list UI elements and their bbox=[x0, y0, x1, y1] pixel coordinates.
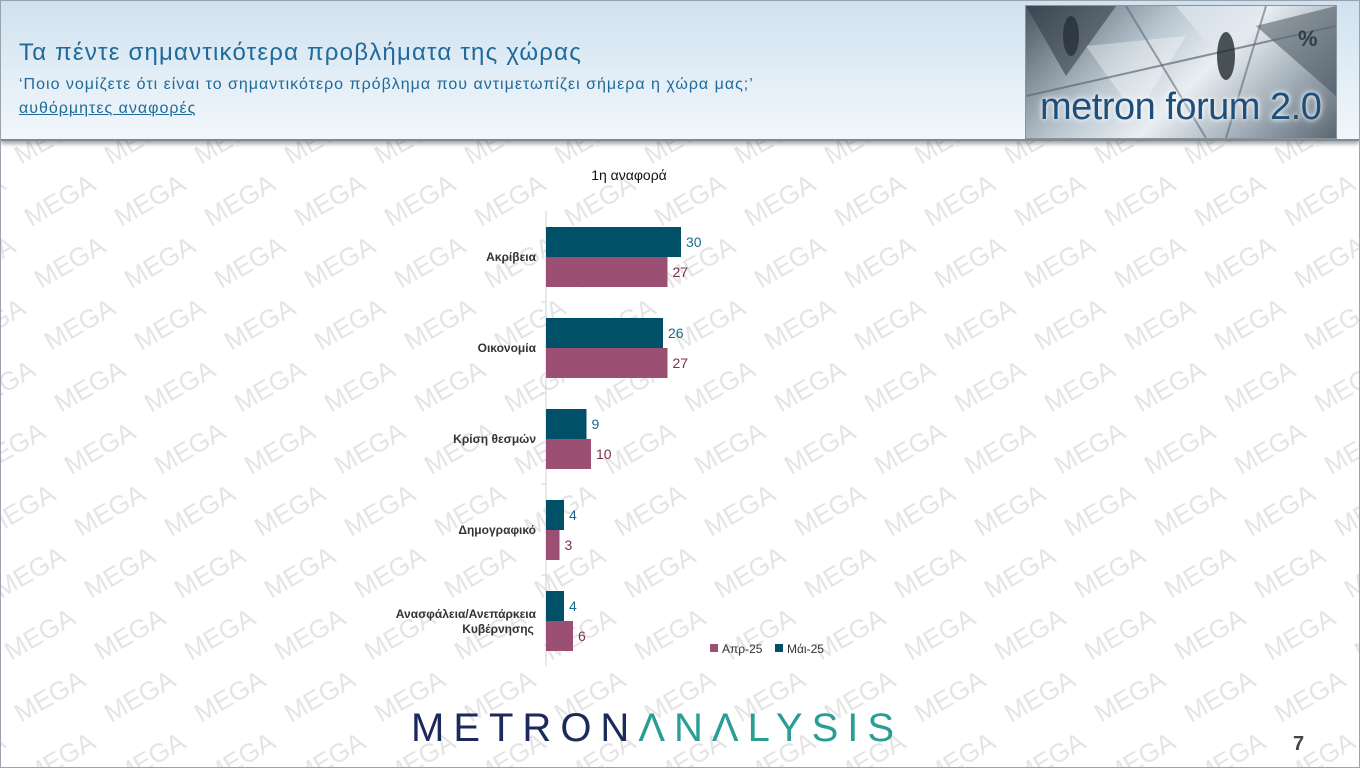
bar-apr-25 bbox=[546, 621, 573, 651]
brand-part-1: METRON bbox=[411, 706, 639, 750]
logo-background-photo bbox=[1026, 6, 1336, 138]
page-title: Τα πέντε σημαντικότερα προβλήματα της χώ… bbox=[19, 39, 582, 66]
watermark-text: MEGA bbox=[289, 726, 371, 767]
bar-mai-25 bbox=[546, 500, 564, 530]
data-label: 9 bbox=[592, 416, 600, 432]
category-label: Ανασφάλεια/Ανεπάρκεια Κυβέρνησης bbox=[396, 607, 537, 636]
bar-chart: 1η αναφορά Ακρίβεια 30 27 Οικονομία 26 27 Κρίση… bbox=[396, 167, 824, 666]
watermark-text: MEGA bbox=[19, 726, 101, 767]
watermark-text: MEGA bbox=[1009, 726, 1091, 767]
legend-label: Απρ-25 bbox=[722, 642, 763, 656]
watermark-text: MEGA bbox=[1189, 726, 1271, 767]
bar-mai-25 bbox=[546, 591, 564, 621]
chart-title: 1η αναφορά bbox=[591, 167, 667, 183]
watermark-text: MEGA bbox=[1279, 726, 1359, 767]
data-label: 4 bbox=[569, 507, 577, 523]
data-label: 6 bbox=[578, 628, 586, 644]
watermark-text: MEGA bbox=[109, 726, 191, 767]
percent-sign: % bbox=[1298, 26, 1318, 51]
legend-label: Μάι-25 bbox=[787, 642, 824, 656]
data-label: 10 bbox=[596, 446, 612, 462]
bar-mai-25 bbox=[546, 409, 587, 439]
category-label-line: Κυβέρνησης bbox=[462, 622, 534, 636]
data-label: 4 bbox=[569, 598, 577, 614]
data-label: 30 bbox=[686, 234, 702, 250]
slide-header: Τα πέντε σημαντικότερα προβλήματα της χώ… bbox=[1, 1, 1359, 141]
bar-apr-25 bbox=[546, 257, 668, 287]
watermark-text: MEGA bbox=[919, 726, 1001, 767]
bar-apr-25 bbox=[546, 530, 560, 560]
legend-swatch bbox=[710, 644, 718, 652]
page-number: 7 bbox=[1293, 733, 1305, 755]
category-label: Κρίση θεσμών bbox=[453, 432, 536, 446]
category-label: Δημογραφικό bbox=[458, 523, 536, 537]
logo-text: metron forum 2.0 bbox=[1040, 86, 1322, 128]
response-type-label: αυθόρμητες αναφορές bbox=[19, 100, 197, 117]
legend-swatch bbox=[775, 644, 783, 652]
bar-mai-25 bbox=[546, 227, 681, 257]
bar-apr-25 bbox=[546, 348, 668, 378]
category-label: Οικονομία bbox=[478, 341, 537, 355]
bar-mai-25 bbox=[546, 318, 663, 348]
category-label: Ακρίβεια bbox=[486, 250, 536, 264]
data-label: 3 bbox=[565, 537, 573, 553]
metron-analysis-logo: METRONΛNΛLYSIS bbox=[411, 706, 903, 751]
question-subtitle: ‘Ποιο νομίζετε ότι είναι το σημαντικότερ… bbox=[19, 76, 754, 93]
brand-part-2: ΛNΛLYSIS bbox=[638, 706, 904, 750]
watermark-text: MEGA bbox=[199, 726, 281, 767]
data-label: 27 bbox=[673, 264, 689, 280]
watermark-text: MEGA bbox=[1, 726, 11, 767]
bar-apr-25 bbox=[546, 439, 591, 469]
data-label: 27 bbox=[673, 355, 689, 371]
data-label: 26 bbox=[668, 325, 684, 341]
category-label-line: Ανασφάλεια/Ανεπάρκεια bbox=[396, 607, 537, 621]
metron-forum-logo: % metron forum 2.0 bbox=[1025, 5, 1337, 139]
watermark-text: MEGA bbox=[1099, 726, 1181, 767]
